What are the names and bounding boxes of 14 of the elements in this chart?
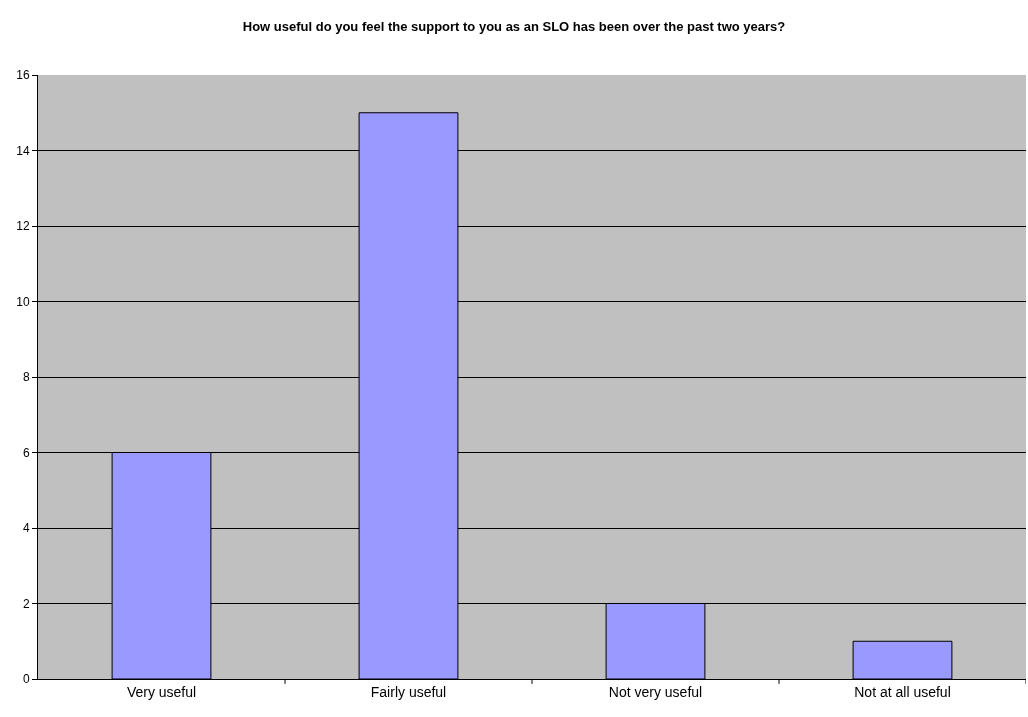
y-tick-label: 16 <box>16 68 30 83</box>
x-tick-label: Not very useful <box>608 683 703 700</box>
x-tick-label: Not at all useful <box>854 683 951 700</box>
y-tick-label: 10 <box>16 294 30 309</box>
y-tick-label: 12 <box>16 219 30 234</box>
x-tick-label: Very useful <box>126 683 197 700</box>
y-tick-label: 2 <box>22 596 30 611</box>
y-tick-label: 14 <box>16 143 30 158</box>
y-tick-label: 4 <box>22 521 30 536</box>
chart-title: How useful do you feel the support to you as an SLO has been over the past two years? <box>242 18 786 34</box>
y-tick-label: 6 <box>22 445 30 460</box>
y-tick-label: 0 <box>22 672 30 687</box>
x-tick-label: Fairly useful <box>370 683 447 700</box>
y-tick-label: 8 <box>22 370 30 385</box>
